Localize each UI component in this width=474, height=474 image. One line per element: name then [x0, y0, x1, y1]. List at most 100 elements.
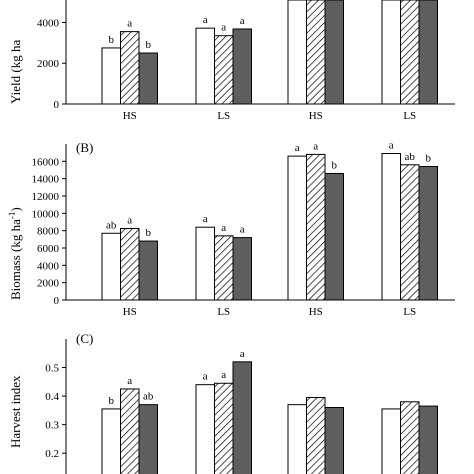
panel-b-significance-letter: a	[240, 224, 245, 236]
panel-b-bar	[324, 172, 344, 301]
panel-a-bar	[101, 47, 121, 105]
panel-b-significance-letter: ab	[405, 151, 416, 163]
panel-b-bar	[138, 240, 158, 301]
panel-b-significance-letter: b	[146, 227, 152, 239]
panel-a-significance-letter: a	[203, 14, 208, 26]
panel-c-bar	[324, 407, 344, 474]
panel-c-bar	[232, 361, 252, 474]
panel-a-bar	[400, 0, 420, 105]
panel-b-significance-letter: ab	[106, 219, 117, 231]
panel-b-ytick-label: 0	[54, 295, 60, 307]
panel-a-bar	[418, 0, 438, 105]
panel-c-ytick-label: 0.3	[45, 420, 59, 432]
panel-c-ylabel: Harvest index	[8, 375, 23, 448]
panel-c-significance-letter: b	[109, 395, 115, 407]
panel-b-category-label: HS	[123, 306, 137, 318]
panel-c-ytick-label: 0.2	[45, 448, 59, 460]
panel-b-ytick-label: 4000	[37, 260, 60, 272]
panel-b-yticks: 0 2000 4000 6000 8000 10000 12000 14000 16000	[32, 156, 66, 307]
panel-a-category-label: HS	[123, 110, 137, 122]
panel-a-significance-letter: a	[127, 18, 132, 30]
panel-a-bar	[138, 52, 158, 105]
panel-b-bar	[306, 153, 326, 301]
panel-c-bar	[120, 388, 140, 474]
panel-b-ytick-label: 14000	[32, 174, 60, 186]
panel-a-ytick-label: 0	[54, 99, 60, 111]
panel-a-significance-letter: b	[109, 34, 115, 46]
panel-b-category-label: HS	[309, 306, 323, 318]
panel-c-bar	[400, 401, 420, 474]
panel-c-bar	[287, 404, 307, 474]
panel-a-bars	[101, 0, 438, 105]
panel-b-label: (B)	[76, 140, 93, 155]
panel-c-ytick-label: 0.4	[45, 391, 59, 403]
panel-b-bar	[120, 228, 140, 301]
panel-c-bar	[306, 397, 326, 474]
panel-c-significance-letter: a	[127, 375, 132, 387]
panel-a-bar	[306, 0, 326, 105]
panel-b-significance-letter: b	[426, 153, 432, 165]
panel-b-ylabel-main: Biomass (kg ha	[8, 219, 23, 300]
panel-b-bar	[418, 166, 438, 301]
panel-b-bar	[101, 232, 121, 301]
panel-b-bar	[214, 235, 234, 301]
panel-a-significance-letter: a	[240, 15, 245, 27]
panel-b-ylabel-sup: -1	[7, 212, 17, 220]
panel-a-ytick-label: 2000	[37, 58, 60, 70]
panel-a-categories: HS LS HS LS	[123, 110, 416, 122]
panel-b-significance-letter: a	[127, 215, 132, 227]
panel-b-significance-letter: a	[221, 222, 226, 234]
panel-a-category-label: LS	[217, 110, 230, 122]
panel-a-significance-letter: a	[221, 22, 226, 34]
panel-a-bar	[287, 0, 307, 105]
panel-b-ytick-label: 12000	[32, 191, 60, 203]
panel-b-bar	[381, 153, 401, 301]
panel-b-category-label: LS	[217, 306, 230, 318]
panel-b: (B) Biomass (kg ha-1) 0 2000 4000 6000 8000 1…	[7, 140, 455, 318]
panel-b-bar	[400, 164, 420, 301]
panel-b-significance-letter: b	[332, 159, 338, 171]
panel-a-yticks: 0 2000 4000	[37, 17, 66, 111]
panel-c-axis	[65, 339, 67, 474]
panel-b-ytick-label: 16000	[32, 156, 60, 168]
panel-c-significance-letter: a	[221, 369, 226, 381]
panel-c-bar	[195, 384, 215, 474]
panel-b-ytick-label: 8000	[37, 226, 60, 238]
panel-c-bar	[214, 382, 234, 474]
panel-a-category-label: HS	[309, 110, 323, 122]
panel-b-axis	[65, 144, 455, 301]
panel-b-ytick-label: 10000	[32, 208, 60, 220]
panel-b-bar	[287, 155, 307, 301]
panel-b-significance-letter: a	[313, 140, 318, 152]
panel-a-ylabel: Yield (kg ha	[8, 40, 23, 104]
panel-b-ylabel-end: )	[8, 207, 23, 211]
panel-a-bar	[195, 27, 215, 105]
panel-a-bar	[381, 0, 401, 105]
panel-c-bar	[101, 408, 121, 474]
panel-b-categories: HS LS HS LS	[123, 306, 416, 318]
panel-a-significance-letter: b	[146, 39, 152, 51]
panel-a-bar	[120, 31, 140, 105]
panel-c-yticks: 0.2 0.3 0.4 0.5	[45, 363, 66, 460]
panel-a-category-label: LS	[403, 110, 416, 122]
panel-b-ylabel: Biomass (kg ha-1)	[7, 207, 23, 300]
panel-c-label: (C)	[76, 331, 93, 346]
panel-c-significance-letter: a	[240, 348, 245, 360]
panel-b-bars	[101, 153, 438, 301]
panel-c-bars	[101, 361, 438, 474]
panel-a-bar	[214, 35, 234, 105]
panel-c-ytick-label: 0.5	[45, 363, 59, 375]
panel-c-bar	[138, 404, 158, 474]
panel-b-significance-letter: a	[295, 142, 300, 154]
panel-a-bar	[324, 0, 344, 105]
panel-c-bar	[381, 408, 401, 474]
panel-b-bar	[232, 237, 252, 301]
panel-c-significance-letter: ab	[143, 391, 154, 403]
panel-b-category-label: LS	[403, 306, 416, 318]
